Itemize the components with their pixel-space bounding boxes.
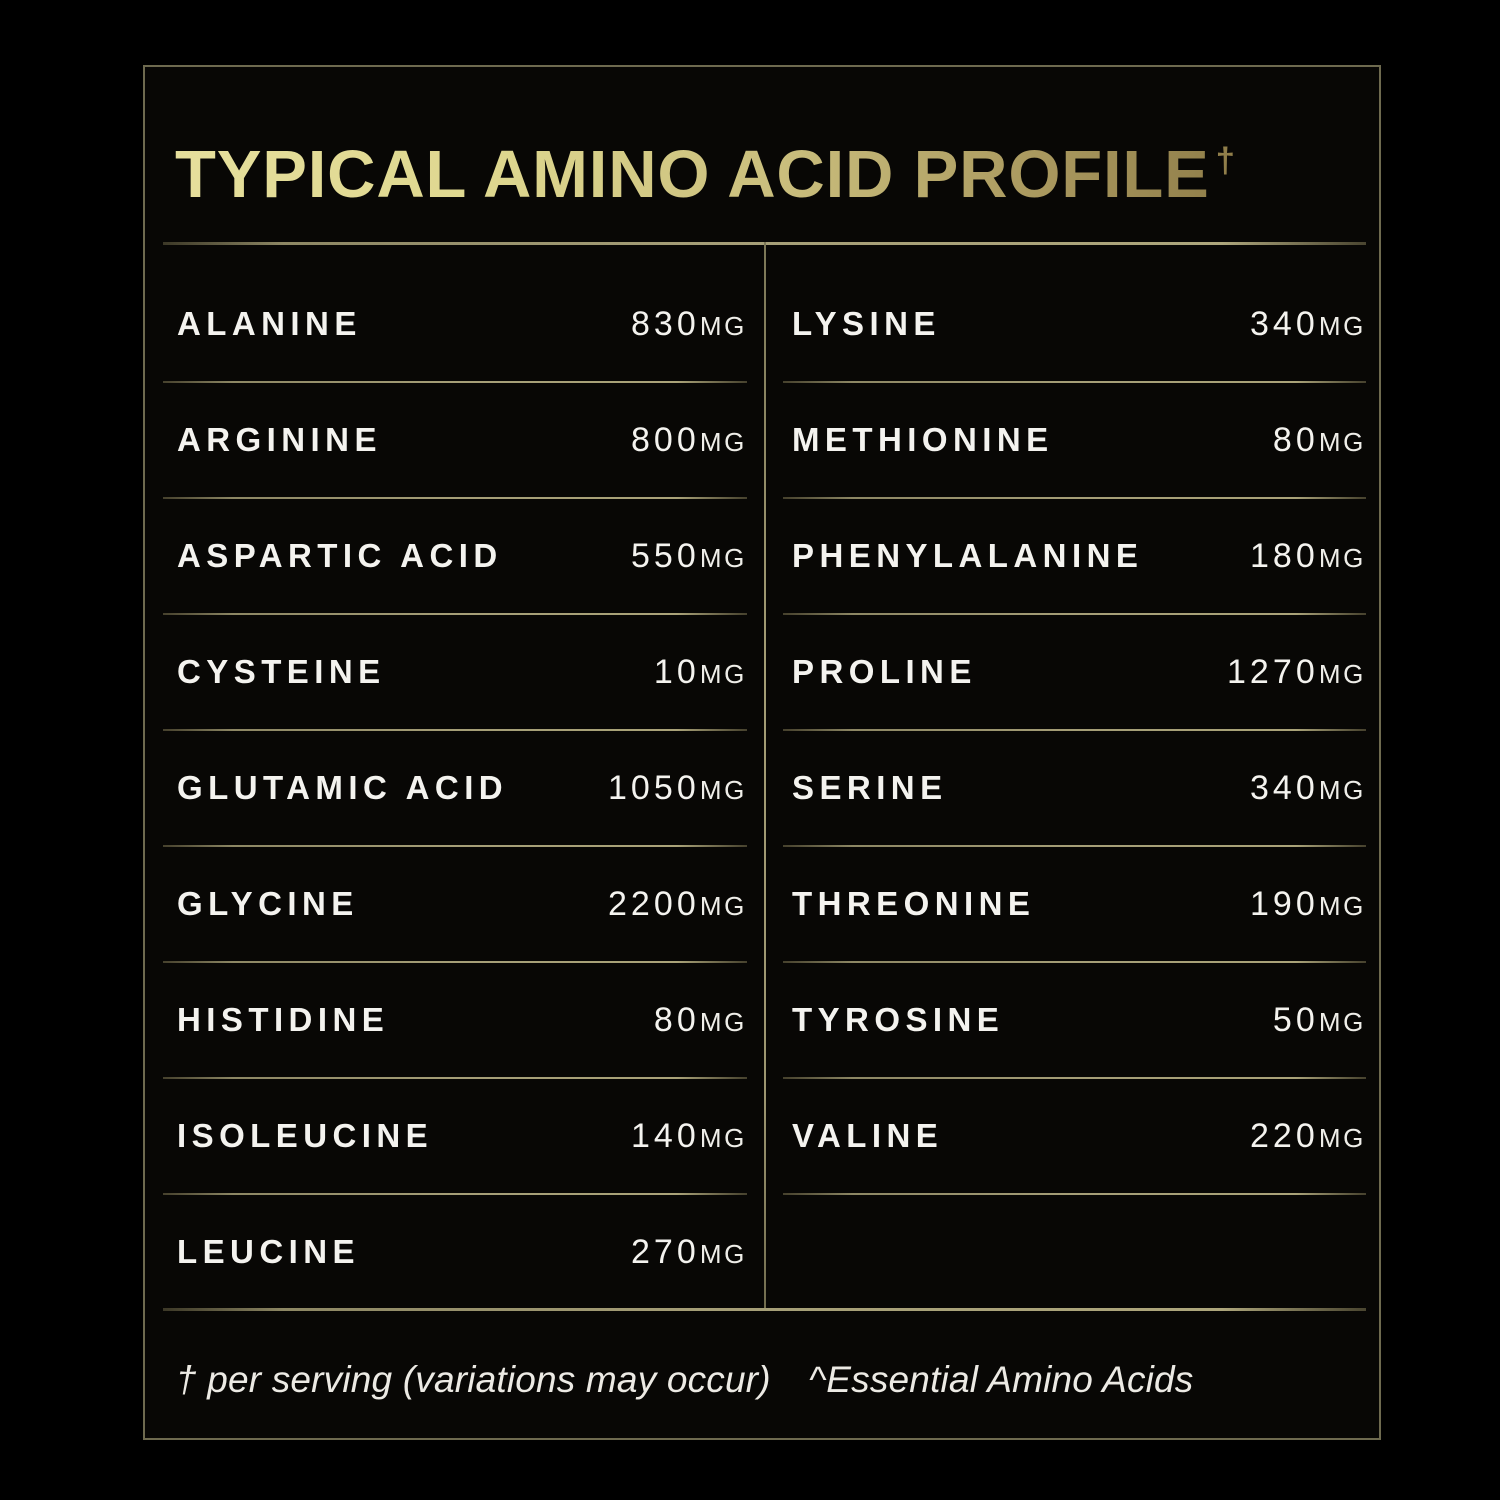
amino-name: SERINE [792,769,948,806]
amino-name: GLYCINE [177,885,359,922]
amino-name: METHIONINE [792,421,1054,458]
table-row: VALINE 220 MG [783,1078,1366,1195]
amino-value: 800 MG [631,421,747,460]
amino-value: 10 MG [654,653,747,692]
amino-name: ALANINE [177,305,362,342]
amino-unit: MG [699,426,747,457]
amino-table-left-column: ALANINE 830 MG ARGININE 800 MG ASPARTIC AC… [163,245,747,1310]
table-row: METHIONINE 80 MG [783,382,1366,499]
table-row: ARGININE 800 MG [163,382,747,499]
table-row: GLUTAMIC ACID 1050 MG [163,730,747,847]
amino-unit: MG [699,1122,747,1153]
table-row: HISTIDINE 80 MG [163,962,747,1079]
amino-amount: 50 [1272,1000,1319,1039]
title-dagger-superscript: † [1215,140,1235,180]
amino-value: 340 MG [1250,305,1366,344]
amino-amount: 180 [1249,536,1319,575]
amino-unit: MG [1318,890,1366,921]
column-divider [764,242,766,1311]
amino-name: CYSTEINE [177,653,386,690]
table-row: ALANINE 830 MG [163,245,747,383]
amino-name: ASPARTIC ACID [177,537,503,574]
amino-value: 50 MG [1273,1001,1366,1040]
amino-unit: MG [699,1238,747,1269]
amino-profile-panel: TYPICAL AMINO ACID PROFILE † ALANINE 830 M… [143,65,1381,1440]
amino-amount: 2200 [607,884,700,923]
table-row: LYSINE 340 MG [783,245,1366,383]
amino-amount: 190 [1249,884,1319,923]
amino-name: VALINE [792,1117,944,1154]
amino-unit: MG [699,542,747,573]
amino-unit: MG [699,310,747,341]
amino-unit: MG [1318,426,1366,457]
footnote: † per serving (variations may occur) ^Es… [176,1359,1194,1401]
amino-amount: 220 [1249,1116,1319,1155]
table-row: ASPARTIC ACID 550 MG [163,498,747,615]
table-row: PHENYLALANINE 180 MG [783,498,1366,615]
amino-amount: 80 [653,1000,700,1039]
table-row: LEUCINE 270 MG [163,1194,747,1310]
amino-value: 550 MG [631,537,747,576]
amino-name: HISTIDINE [177,1001,390,1038]
page-title-text: TYPICAL AMINO ACID PROFILE [175,137,1210,212]
amino-unit: MG [699,1006,747,1037]
amino-value: 190 MG [1250,885,1366,924]
table-row: PROLINE 1270 MG [783,614,1366,731]
table-row: ISOLEUCINE 140 MG [163,1078,747,1195]
amino-amount: 80 [1272,420,1319,459]
table-row: CYSTEINE 10 MG [163,614,747,731]
amino-value: 270 MG [631,1233,747,1272]
table-row: TYROSINE 50 MG [783,962,1366,1079]
table-row: GLYCINE 2200 MG [163,846,747,963]
amino-amount: 10 [653,652,700,691]
amino-value: 2200 MG [608,885,747,924]
amino-unit: MG [699,658,747,689]
amino-unit: MG [699,890,747,921]
amino-name: ARGININE [177,421,382,458]
amino-value: 1270 MG [1227,653,1366,692]
amino-name: TYROSINE [792,1001,1005,1038]
amino-amount: 340 [1249,768,1319,807]
amino-amount: 1050 [607,768,700,807]
amino-unit: MG [1318,1006,1366,1037]
amino-unit: MG [1318,542,1366,573]
amino-unit: MG [1318,1122,1366,1153]
amino-unit: MG [699,774,747,805]
amino-amount: 140 [630,1116,700,1155]
amino-unit: MG [1318,774,1366,805]
amino-amount: 800 [630,420,700,459]
table-row: SERINE 340 MG [783,730,1366,847]
amino-unit: MG [1318,310,1366,341]
bottom-rule [163,1308,1366,1311]
amino-value: 830 MG [631,305,747,344]
table-row: THREONINE 190 MG [783,846,1366,963]
amino-name: PROLINE [792,653,977,690]
footnote-essential-amino-acids: ^Essential Amino Acids [808,1359,1194,1400]
amino-value: 80 MG [654,1001,747,1040]
amino-amount: 830 [630,304,700,343]
table-row-empty [783,1194,1366,1310]
amino-name: LEUCINE [177,1233,360,1270]
amino-amount: 340 [1249,304,1319,343]
amino-amount: 270 [630,1232,700,1271]
amino-unit: MG [1318,658,1366,689]
amino-value: 1050 MG [608,769,747,808]
amino-value: 340 MG [1250,769,1366,808]
footnote-per-serving: † per serving (variations may occur) [176,1359,771,1400]
amino-name: GLUTAMIC ACID [177,769,509,806]
amino-name: PHENYLALANINE [792,537,1144,574]
page-title: TYPICAL AMINO ACID PROFILE † [175,141,1235,208]
amino-amount: 1270 [1226,652,1319,691]
amino-name: THREONINE [792,885,1036,922]
amino-value: 80 MG [1273,421,1366,460]
amino-name: ISOLEUCINE [177,1117,434,1154]
amino-value: 220 MG [1250,1117,1366,1156]
amino-value: 180 MG [1250,537,1366,576]
amino-value: 140 MG [631,1117,747,1156]
amino-amount: 550 [630,536,700,575]
amino-table-right-column: LYSINE 340 MG METHIONINE 80 MG PHENYLALANI… [783,245,1366,1310]
amino-name: LYSINE [792,305,941,342]
